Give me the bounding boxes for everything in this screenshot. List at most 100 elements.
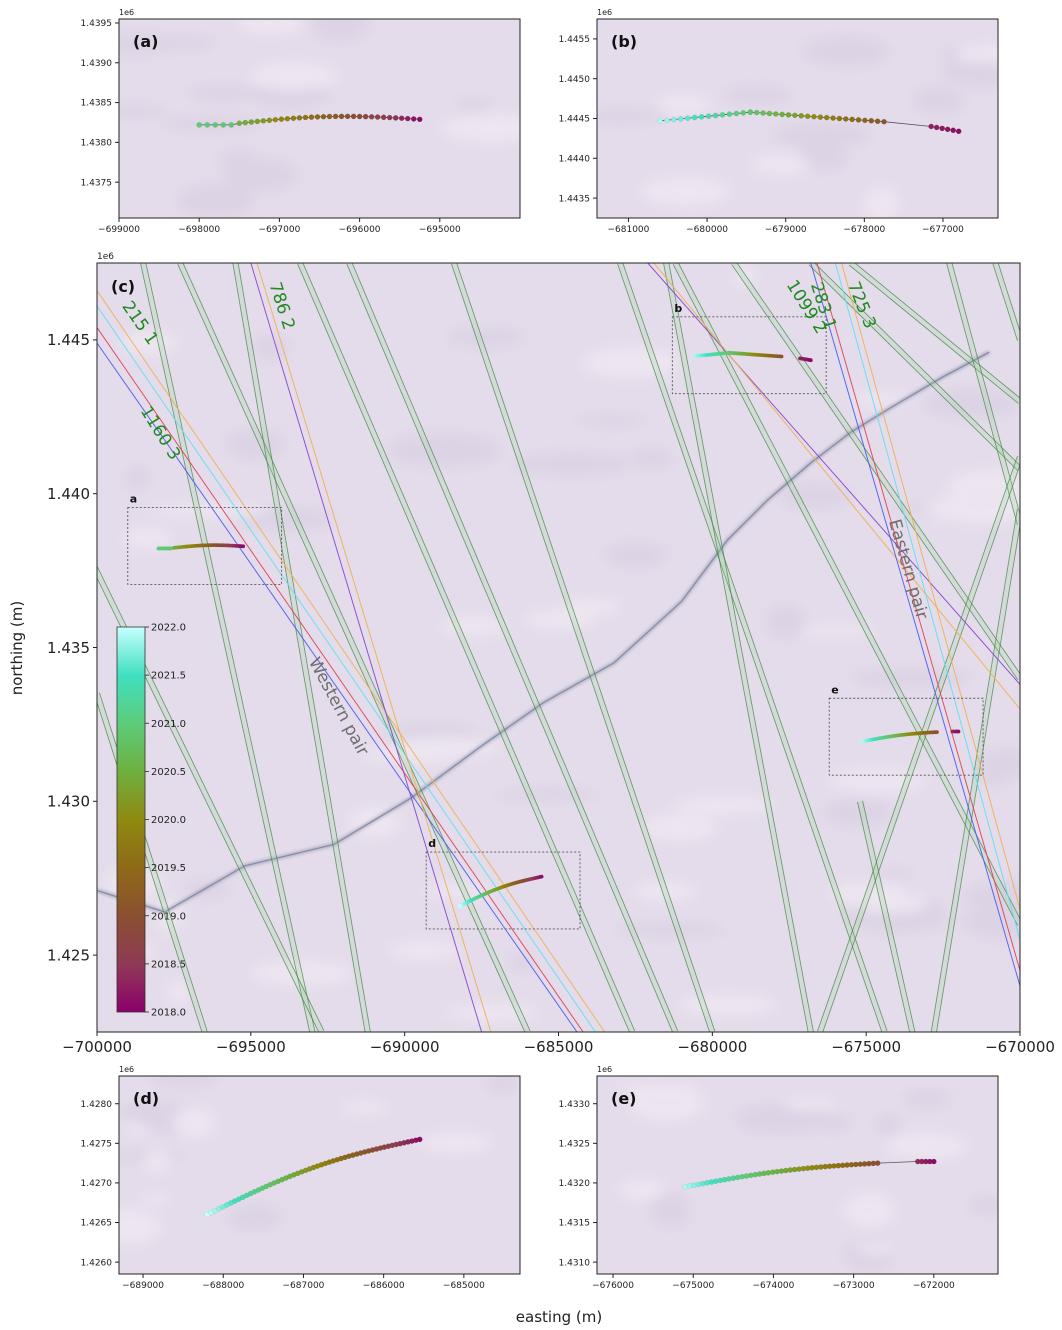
groundtrack-band xyxy=(809,263,1020,471)
data-point xyxy=(410,116,417,122)
texture-blob xyxy=(125,466,150,491)
texture-blob xyxy=(226,429,285,460)
x-tick-label: −675000 xyxy=(672,1281,714,1291)
groundtrack-line xyxy=(302,263,636,1032)
texture-blob xyxy=(634,882,696,901)
texture-blob xyxy=(485,1076,520,1094)
data-point xyxy=(380,114,387,121)
data-point xyxy=(278,116,285,122)
groundtrack-band xyxy=(97,693,207,1032)
groundtrack-line xyxy=(930,508,1018,1032)
texture-blob xyxy=(806,144,836,153)
texture-blob xyxy=(801,36,891,67)
y-tick-label: 1.4330 xyxy=(559,1100,591,1110)
x-tick-label: −698000 xyxy=(178,225,220,235)
texture-blob xyxy=(751,155,809,175)
zoom-box-label: a xyxy=(130,493,137,506)
colorbar-tick-label: 2021.5 xyxy=(151,671,186,682)
texture-blob xyxy=(735,1103,830,1134)
groundtrack-line xyxy=(677,263,1020,920)
groundtrack-band xyxy=(849,263,1020,403)
texture-blob xyxy=(187,85,260,102)
texture-blob xyxy=(387,433,502,468)
panel-b-label: (b) xyxy=(611,32,637,51)
data-point xyxy=(236,120,243,127)
panel-b-offset-text: 1e6 xyxy=(597,8,612,17)
data-point xyxy=(664,117,670,124)
data-point xyxy=(308,114,315,120)
data-point xyxy=(698,114,705,120)
data-point xyxy=(260,118,267,124)
groundtrack-line-orange xyxy=(653,263,1020,710)
texture-blob xyxy=(139,1195,170,1205)
texture-blob xyxy=(863,187,899,218)
texture-blob xyxy=(734,263,756,287)
x-tick-label: −677000 xyxy=(922,225,964,235)
groundtrack-line xyxy=(936,522,1020,1032)
data-point xyxy=(196,122,202,128)
groundtrack-line xyxy=(297,263,630,1032)
texture-blob xyxy=(364,745,464,764)
zoom-box-b xyxy=(671,316,827,395)
texture-blob xyxy=(619,1179,665,1200)
y-tick-label: 1.4450 xyxy=(559,75,591,85)
data-point xyxy=(779,111,785,118)
texture-blob xyxy=(167,980,189,1007)
texture-blob xyxy=(512,452,633,476)
texture-blob xyxy=(923,388,1020,420)
groundtrack-line xyxy=(736,263,1020,675)
y-tick-label: 1.4440 xyxy=(559,154,591,164)
texture-blob xyxy=(643,813,717,841)
colorbar-tick-label: 2020.0 xyxy=(151,815,186,826)
data-point xyxy=(712,112,719,119)
groundtrack-line xyxy=(946,263,1018,526)
x-tick-label: −681000 xyxy=(607,225,649,235)
groundtrack-line xyxy=(346,263,674,1032)
texture-blob xyxy=(173,1107,216,1138)
data-point xyxy=(241,544,246,549)
colorbar-tick-label: 2018.0 xyxy=(151,1008,186,1019)
texture-blob xyxy=(852,391,909,406)
data-point xyxy=(779,354,784,359)
data-point xyxy=(726,111,733,117)
panel-a-offset-text: 1e6 xyxy=(119,8,134,17)
zoom-box-e xyxy=(828,697,984,776)
data-point xyxy=(386,114,393,121)
groundtrack-band xyxy=(618,263,887,1032)
x-tick-label: −689000 xyxy=(122,1281,164,1291)
data-point xyxy=(798,112,805,119)
panel-d-offset-text: 1e6 xyxy=(119,1065,134,1074)
data-point xyxy=(874,118,881,125)
texture-blob xyxy=(773,122,871,149)
data-point xyxy=(539,874,544,879)
texture-blob xyxy=(875,1113,901,1136)
data-point xyxy=(804,113,811,120)
x-tick-label: −696000 xyxy=(339,225,381,235)
texture-blob xyxy=(119,104,168,119)
data-point xyxy=(817,114,824,120)
groundtrack-line-purple xyxy=(647,263,1020,685)
texture-blob xyxy=(954,45,998,63)
texture-blob xyxy=(496,788,598,801)
texture-blob xyxy=(615,923,725,938)
groundtrack-line xyxy=(232,263,366,1032)
texture-blob xyxy=(855,1244,894,1255)
data-point xyxy=(733,110,740,117)
texture-blob xyxy=(597,108,669,123)
groundtrack-line-red xyxy=(816,263,1020,971)
data-point xyxy=(290,115,297,122)
texture-blob xyxy=(976,754,1012,788)
x-tick-label: −680000 xyxy=(686,225,728,235)
colorbar-tick-label: 2018.5 xyxy=(151,959,186,970)
zoom-box-d xyxy=(425,851,581,930)
data-point xyxy=(204,122,211,128)
y-tick-label: 1.4435 xyxy=(559,194,591,204)
texture-blob xyxy=(855,894,927,914)
x-tick-label: −680000 xyxy=(677,1038,747,1056)
data-point xyxy=(671,116,677,123)
x-tick-label: −690000 xyxy=(370,1038,440,1056)
data-point xyxy=(168,546,173,551)
groundtrack-band xyxy=(664,263,813,1032)
data-point xyxy=(362,113,369,120)
groundtrack-line xyxy=(857,801,911,1032)
